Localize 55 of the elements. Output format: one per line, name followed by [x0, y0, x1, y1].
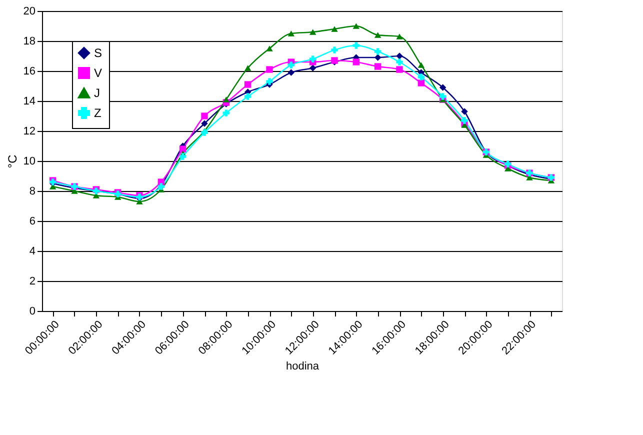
point [396, 34, 403, 40]
point [309, 56, 316, 62]
point [352, 58, 360, 66]
point [396, 58, 403, 66]
legend-label: Z [94, 106, 102, 120]
point [288, 69, 295, 76]
y-tick-label: 10 [23, 156, 36, 168]
point [266, 66, 273, 73]
point [288, 30, 295, 36]
legend-label: S [94, 46, 102, 60]
point [439, 84, 446, 91]
point [201, 112, 208, 120]
point [374, 32, 382, 38]
point [396, 66, 403, 73]
point [374, 48, 382, 55]
point [418, 74, 425, 80]
point [309, 29, 316, 35]
point [331, 26, 338, 32]
x-axis-title: hodina [286, 360, 320, 373]
point [418, 62, 425, 68]
y-tick-label: 6 [29, 216, 36, 228]
point [439, 93, 446, 100]
point [352, 42, 360, 49]
point [374, 54, 382, 61]
point [374, 63, 382, 70]
point [331, 46, 338, 54]
legend-label: J [94, 86, 100, 100]
legend-label: V [94, 66, 102, 80]
point [461, 117, 468, 124]
point [244, 65, 252, 71]
point [418, 80, 425, 86]
point [179, 153, 186, 160]
point [352, 23, 360, 29]
y-tick-label: 8 [29, 186, 36, 198]
point [461, 108, 468, 115]
point [244, 81, 252, 88]
y-tick-label: 16 [23, 66, 36, 78]
y-tick-label: 0 [29, 306, 36, 318]
y-axis-title: °C [5, 154, 20, 168]
y-tick-label: 12 [23, 126, 36, 138]
point [266, 78, 273, 85]
y-tick-label: 18 [23, 36, 36, 48]
point [266, 46, 273, 52]
point [244, 93, 252, 100]
point [288, 62, 295, 68]
y-tick-label: 2 [29, 276, 36, 288]
point [396, 52, 403, 60]
point [222, 96, 230, 102]
point [222, 110, 230, 116]
point [309, 64, 316, 72]
point [179, 146, 186, 152]
y-tick-label: 14 [23, 96, 36, 108]
point [201, 120, 208, 127]
y-tick-label: 4 [29, 246, 36, 258]
y-tick-label: 20 [23, 6, 36, 18]
